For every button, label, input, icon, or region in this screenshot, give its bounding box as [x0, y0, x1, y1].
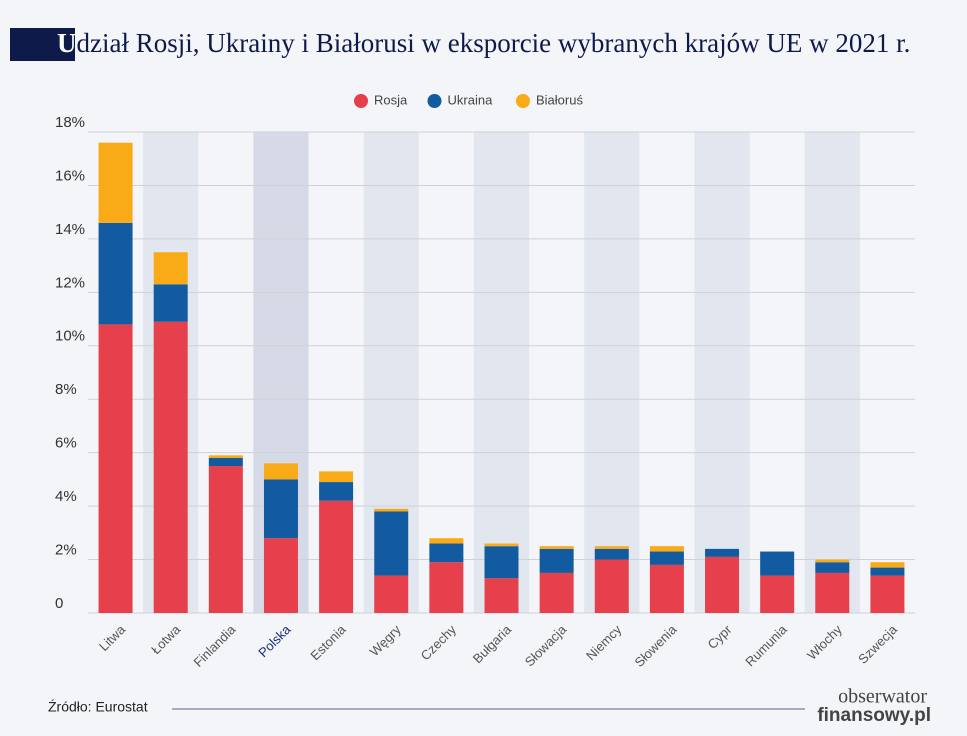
bar-segment	[484, 546, 519, 579]
legend-marker	[354, 94, 368, 108]
x-tick-label: Słowacja	[522, 621, 570, 669]
x-tick-label: Bułgaria	[470, 621, 515, 666]
y-tick-label: 14%	[55, 221, 85, 238]
column-shade	[473, 132, 530, 613]
logo-line: obserwator	[838, 686, 927, 708]
x-tick-label: Słowenia	[632, 621, 680, 669]
bar-segment	[539, 548, 574, 573]
bar-segment	[594, 559, 629, 613]
bar-segment	[705, 548, 740, 557]
legend-label: Rosja	[374, 92, 408, 107]
bar-segment	[484, 543, 519, 547]
bar-segment	[815, 572, 850, 613]
bar-segment	[153, 321, 188, 613]
x-tick-label: Włochy	[804, 622, 845, 663]
bar-segment	[429, 562, 464, 613]
title-bar	[10, 28, 75, 61]
bar-segment	[484, 578, 519, 613]
bar-segment	[815, 559, 850, 563]
bar-segment	[815, 562, 850, 573]
x-tick-label: Cypr	[705, 621, 735, 651]
bar-segment	[319, 500, 354, 613]
bar-segment	[429, 543, 464, 563]
bar-segment	[98, 222, 133, 325]
bar-segment	[760, 551, 795, 576]
bar-segment	[594, 546, 629, 549]
bar-segment	[208, 458, 243, 467]
bar-segment	[870, 562, 905, 568]
x-tick-label: Węgry	[367, 622, 405, 660]
x-tick-label: Finlandia	[190, 621, 238, 669]
x-tick-label: Niemcy	[583, 622, 625, 664]
column-shade	[804, 132, 860, 613]
x-tick-label: Czechy	[418, 622, 460, 664]
y-tick-label: 18%	[55, 114, 85, 131]
bar-segment	[539, 572, 574, 613]
bar-segment	[208, 466, 243, 613]
logo-line: finansowy.pl	[817, 705, 931, 726]
column-shade	[694, 132, 750, 613]
bar-segment	[98, 324, 133, 613]
bar-segment	[319, 482, 354, 501]
x-tick-label: Estonia	[307, 621, 349, 663]
x-tick-label: Polska	[255, 621, 294, 660]
bar-segment	[705, 556, 740, 613]
y-tick-label: 2%	[55, 542, 77, 559]
bar-segment	[374, 508, 409, 512]
chart-title: Udział Rosji, Ukrainy i Białorusi w eksp…	[57, 28, 911, 58]
bar-segment	[649, 564, 684, 613]
y-tick-label: 12%	[55, 274, 85, 291]
x-tick-label: Rumunia	[742, 621, 790, 669]
y-tick-label: 6%	[55, 435, 77, 452]
y-tick-label: 0	[55, 595, 63, 612]
legend-label: Ukraina	[448, 92, 494, 107]
y-tick-label: 16%	[55, 167, 85, 184]
bar-segment	[870, 567, 905, 576]
bar-segment	[263, 463, 298, 480]
bar-segment	[263, 538, 298, 613]
legend-marker	[427, 94, 442, 108]
bar-segment	[429, 538, 464, 544]
x-tick-label: Litwa	[96, 621, 129, 654]
bar-segment	[374, 575, 409, 613]
x-tick-label: Łotwa	[148, 621, 184, 657]
x-tick-label: Szwecja	[855, 621, 900, 666]
legend-label: Białoruś	[536, 92, 583, 107]
column-shade	[584, 132, 640, 613]
bar-segment	[208, 455, 243, 459]
y-tick-label: 10%	[55, 328, 85, 345]
y-tick-label: 8%	[55, 381, 77, 398]
bar-segment	[374, 511, 409, 576]
bar-segment	[263, 479, 298, 539]
bar-segment	[649, 546, 684, 552]
bar-segment	[870, 575, 905, 613]
bar-segment	[539, 546, 574, 549]
bar-segment	[594, 548, 629, 560]
bar-segment	[153, 252, 188, 285]
legend-marker	[516, 94, 530, 108]
y-tick-label: 4%	[55, 488, 77, 505]
bar-segment	[153, 284, 188, 322]
source: Źródło: Eurostat	[48, 699, 148, 715]
bar-segment	[649, 551, 684, 565]
bar-segment	[98, 142, 133, 223]
bar-segment	[760, 575, 795, 613]
bar-segment	[319, 471, 354, 483]
